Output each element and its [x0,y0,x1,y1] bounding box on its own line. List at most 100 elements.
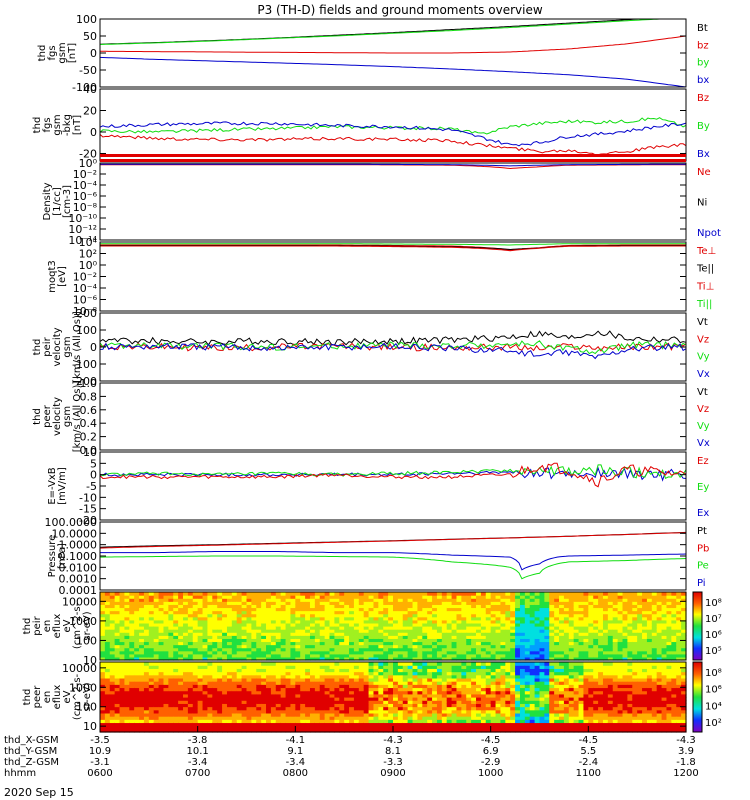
y-tick-label: -20 [79,147,97,160]
y-tick-label: 20 [83,104,97,117]
y-tick-label: 5 [90,457,97,470]
xaxis-tick-label: -3.5 [90,735,110,746]
y-tick-label: 100 [76,324,97,337]
legend-entry: Vt [697,387,708,398]
y-tick-label: 1.0000 [59,539,98,552]
figure-title: P3 (TH-D) fields and ground moments over… [257,3,542,17]
legend-entry: Vy [697,352,710,363]
y-tick-label: 0 [90,126,97,139]
panel-p9: 10⁸ 10⁷ 10⁶ 10⁵ 10 100 1000 10000 thd peir en eflux… [22,591,722,667]
y-tick-label: 40 [83,83,97,96]
xaxis-tick-label: -3.3 [383,757,403,768]
series-Npot [100,163,686,167]
y-tick-label: 10⁻⁴ [73,179,98,192]
lines-p2 [99,117,687,156]
y-tick-label: 10⁻⁴ [73,282,98,295]
lines-p7 [99,462,687,488]
y-axis-label: peer [42,404,53,428]
panel-p10: 10⁸ 10⁶ 10⁴ 10² 10 100 1000 10000 thd peer en eflux… [22,661,722,733]
y-tick-label: 10⁴ [79,236,98,249]
legend-entry: Bt [697,23,708,34]
y-axis-label: velocity [52,397,63,436]
xaxis-tick-label: 0600 [87,768,112,779]
y-axis-label: velocity [52,327,63,366]
y-axis-label: eV [62,619,73,632]
y-tick-label: 100 [76,634,97,647]
xaxis-tick-label: 10.9 [89,746,111,757]
y-axis-label: peer [32,685,43,709]
legend-entry: By [697,121,710,132]
y-tick-label: 0.0010 [59,573,98,586]
xaxis-tick-label: 5.5 [580,746,596,757]
legend-entry: Pb [697,543,709,554]
legend-entry: Vz [697,404,709,415]
y-axis-label: gsm [52,114,63,135]
xaxis-tick-label: -2.9 [481,757,501,768]
y-tick-label: 1000 [69,615,97,628]
y-axis-label: sr-eV) [82,611,93,640]
lines-p3 [100,163,686,170]
y-tick-label: -100 [72,358,97,371]
y-axis-label: Density [42,182,53,220]
legend-entry: Ti⊥ [696,281,714,292]
y-tick-label: -100 [72,81,97,94]
y-tick-label: 0.6 [80,404,98,417]
y-axis-label: peir [32,615,43,635]
lines-p8 [99,531,687,580]
y-axis-label: gsm [62,406,73,427]
y-axis-label: E=-VxB [47,467,58,504]
legend-entry: Vz [697,334,709,345]
y-tick-label: 10 [83,654,97,667]
y-axis-label: thd [32,339,43,356]
y-axis-label: [km/s (All Qs)] [72,311,83,383]
y-tick-label: 10⁻¹⁰ [68,212,97,225]
y-axis-label: thd [22,618,33,635]
series-Vx [99,342,687,360]
y-tick-label: -200 [72,375,97,388]
y-tick-label: 10 [83,446,97,459]
xaxis-tick-label: 10.1 [187,746,209,757]
series-Pi [100,551,687,571]
y-axis-label: peir [42,336,53,356]
y-tick-label: 0.8 [80,390,98,403]
y-axis-label: fgs [47,45,58,60]
legend-entry: Ti|| [696,299,712,310]
y-axis-label: en [42,620,53,633]
series-bz [100,35,687,54]
panel-frame [99,591,687,661]
xaxis-tick-label: 6.9 [483,746,499,757]
xaxis-tick-label: -4.5 [481,735,501,746]
y-tick-label: 10⁻² [73,168,97,181]
legend-entry: Ey [697,482,709,493]
panel-p5: -200 -100 0 100 200 thd peir velocity gsm [km/s (… [32,307,710,388]
y-axis-label: eflux [52,614,63,639]
y-axis-label: [cm-3] [62,185,73,218]
xaxis-tick-label: -4.5 [579,735,599,746]
y-axis-label: [1/cc] [52,187,63,216]
xaxis-tick-label: -1.8 [676,757,696,768]
y-tick-label: 10⁻⁸ [73,201,98,214]
y-axis-label: thd [37,45,48,62]
xaxis-tick-label: 0800 [283,768,308,779]
legend-entry: Pe [697,561,709,572]
series-by [99,18,686,45]
xaxis-tick-label: 3.9 [678,746,694,757]
y-axis-label: fgs [42,117,53,132]
colorbar-tick-label: 10⁷ [705,614,722,625]
y-tick-label: 10000 [62,595,97,608]
lines-p4 [100,243,686,252]
lines-p5 [99,330,687,360]
y-axis-label: thd [32,408,43,425]
y-axis-label: (cm^2-s- [72,673,83,720]
y-axis-label: moqt3 [47,260,58,293]
y-tick-label: -15 [79,503,97,516]
series-By [99,117,687,135]
series-Pb [99,532,687,549]
y-axis-label: [nT] [67,43,78,63]
xaxis-row-label: thd_Z-GSM [4,757,59,768]
lines-p1 [99,18,687,88]
panel-frame [99,241,687,312]
y-tick-label: 0.0100 [59,561,98,574]
xaxis-tick-label: 9.1 [287,746,303,757]
y-axis-label: en [42,691,53,704]
